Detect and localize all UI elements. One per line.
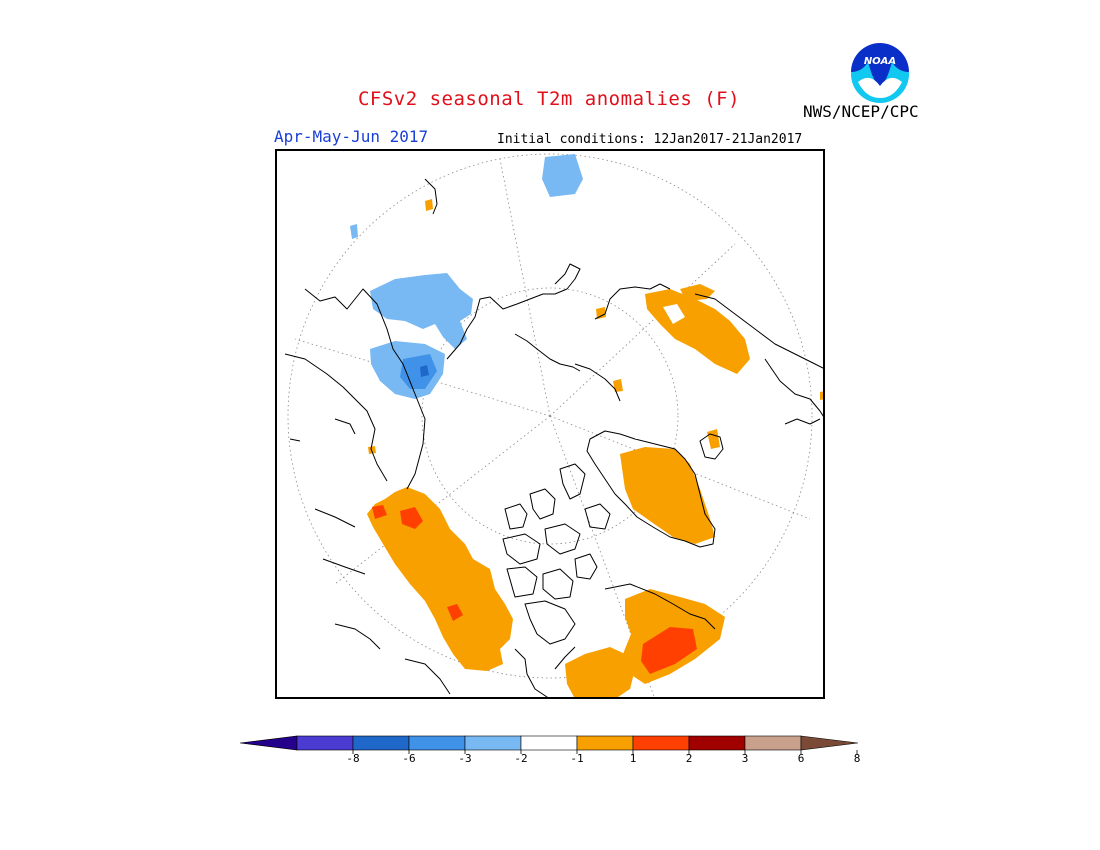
colorbar-segment <box>576 735 634 751</box>
map-border <box>275 149 825 699</box>
colorbar-segment <box>352 735 410 751</box>
colorbar-tick-label: 6 <box>797 752 805 765</box>
polar-map <box>275 149 825 699</box>
logo-text: NOAA <box>864 56 896 67</box>
colorbar-tick-label: -2 <box>514 752 528 765</box>
org-label: NWS/NCEP/CPC <box>803 102 919 121</box>
colorbar-arrow-left <box>240 735 298 751</box>
colorbar-tick-label: -1 <box>570 752 584 765</box>
colorbar-tick-label: -8 <box>346 752 360 765</box>
warm-anomalies <box>367 199 825 699</box>
forecast-period: Apr-May-Jun 2017 <box>274 127 429 146</box>
colorbar-segment <box>408 735 466 751</box>
chart-title: CFSv2 seasonal T2m anomalies (F) <box>357 88 741 110</box>
colorbar-segment <box>744 735 802 751</box>
coastlines <box>284 178 825 699</box>
initial-conditions: Initial conditions: 12Jan2017-21Jan2017 <box>497 132 803 147</box>
colorbar-segment <box>464 735 522 751</box>
colorbar-tick-label: 1 <box>629 752 637 765</box>
colorbar-tick-label: 8 <box>853 752 861 765</box>
colorbar-tick-label: -3 <box>458 752 472 765</box>
colorbar-segment <box>688 735 746 751</box>
colorbar-segment <box>296 735 354 751</box>
colorbar <box>240 735 859 754</box>
colorbar-tick-label: -6 <box>402 752 416 765</box>
map-content <box>284 153 825 699</box>
noaa-logo: NOAA <box>849 43 911 105</box>
colorbar-segments <box>240 735 859 751</box>
colorbar-segment <box>520 735 578 751</box>
colorbar-tick-label: 2 <box>685 752 693 765</box>
colorbar-segment <box>632 735 690 751</box>
colorbar-ticks <box>352 750 858 754</box>
colorbar-arrow-right <box>800 735 859 751</box>
colorbar-tick-label: 3 <box>741 752 749 765</box>
